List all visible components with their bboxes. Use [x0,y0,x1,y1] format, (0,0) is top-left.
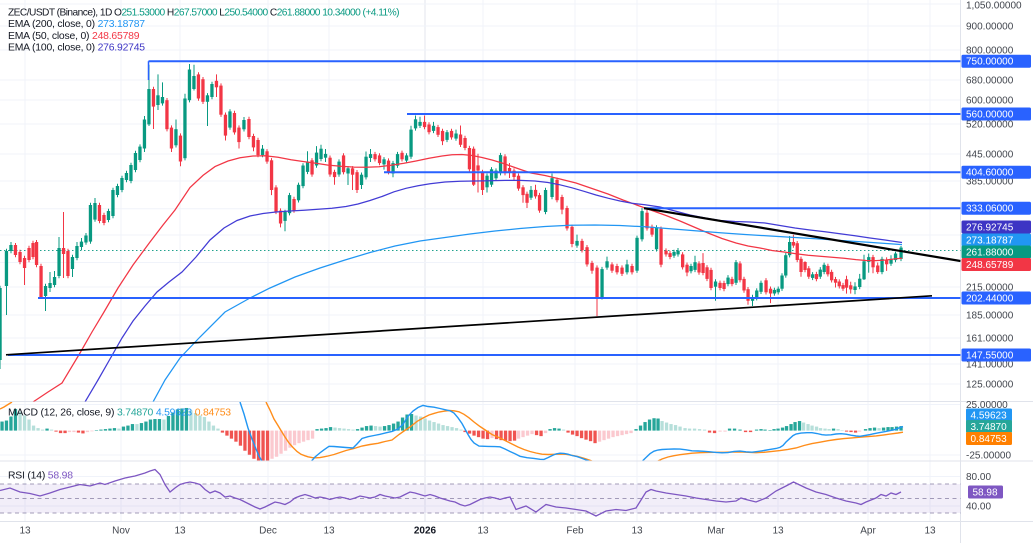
svg-text:680.00000: 680.00000 [966,76,1014,87]
svg-text:215.00000: 215.00000 [966,283,1014,294]
svg-text:EMA (100, close, 0) 276.92745: EMA (100, close, 0) 276.92745 [8,42,145,53]
svg-text:Nov: Nov [112,526,130,537]
svg-text:333.06000: 333.06000 [966,204,1014,215]
svg-text:13: 13 [477,526,489,537]
svg-text:RSI (14) 58.98: RSI (14) 58.98 [8,471,73,482]
svg-text:800.00000: 800.00000 [966,46,1014,57]
svg-text:147.55000: 147.55000 [966,351,1014,362]
svg-text:185.00000: 185.00000 [966,311,1014,322]
svg-text:80.00: 80.00 [966,472,991,483]
svg-text:560.00000: 560.00000 [966,110,1014,121]
svg-text:261.88000: 261.88000 [966,248,1014,259]
svg-text:25.00000: 25.00000 [966,400,1008,411]
svg-text:276.92745: 276.92745 [966,223,1014,234]
svg-text:-25.00000: -25.00000 [966,451,1011,462]
svg-text:445.00000: 445.00000 [966,150,1014,161]
svg-text:273.18787: 273.18787 [966,236,1014,247]
svg-text:13: 13 [631,526,643,537]
svg-text:13: 13 [924,526,936,537]
svg-text:3.74870: 3.74870 [971,422,1008,433]
svg-text:141.00000: 141.00000 [966,360,1014,371]
svg-text:13: 13 [772,526,784,537]
svg-text:13: 13 [174,526,186,537]
svg-text:Apr: Apr [860,526,876,537]
svg-text:600.00000: 600.00000 [966,96,1014,107]
svg-text:13: 13 [323,526,335,537]
svg-text:ZEC/USDT (Binance), 1D O251.5: ZEC/USDT (Binance), 1D O251.53000 H267.5… [8,8,399,19]
svg-text:MACD (12, 26, close, 9) 3.748: MACD (12, 26, close, 9) 3.74870 4.59623 … [8,408,231,419]
svg-text:4.59623: 4.59623 [971,411,1008,422]
svg-text:EMA (200, close, 0) 273.18787: EMA (200, close, 0) 273.18787 [8,19,145,30]
svg-text:2026: 2026 [414,526,437,537]
svg-text:750.00000: 750.00000 [966,57,1014,68]
svg-text:58.98: 58.98 [973,488,998,499]
svg-text:Dec: Dec [259,526,277,537]
svg-text:125.00000: 125.00000 [966,380,1014,391]
svg-text:161.00000: 161.00000 [966,334,1014,345]
svg-text:Mar: Mar [707,526,725,537]
svg-text:1,050.00000: 1,050.00000 [966,1,1022,12]
svg-text:EMA (50, close, 0) 248.65789: EMA (50, close, 0) 248.65789 [8,31,140,42]
svg-text:0.84753: 0.84753 [971,434,1008,445]
svg-text:404.60000: 404.60000 [966,168,1014,179]
svg-text:900.00000: 900.00000 [966,22,1014,33]
svg-text:40.00: 40.00 [966,502,991,513]
svg-text:13: 13 [19,526,31,537]
svg-text:Feb: Feb [566,526,584,537]
svg-text:520.00000: 520.00000 [966,120,1014,131]
svg-text:385.00000: 385.00000 [966,177,1014,188]
svg-text:248.65789: 248.65789 [966,260,1014,271]
svg-text:202.44000: 202.44000 [966,294,1014,305]
